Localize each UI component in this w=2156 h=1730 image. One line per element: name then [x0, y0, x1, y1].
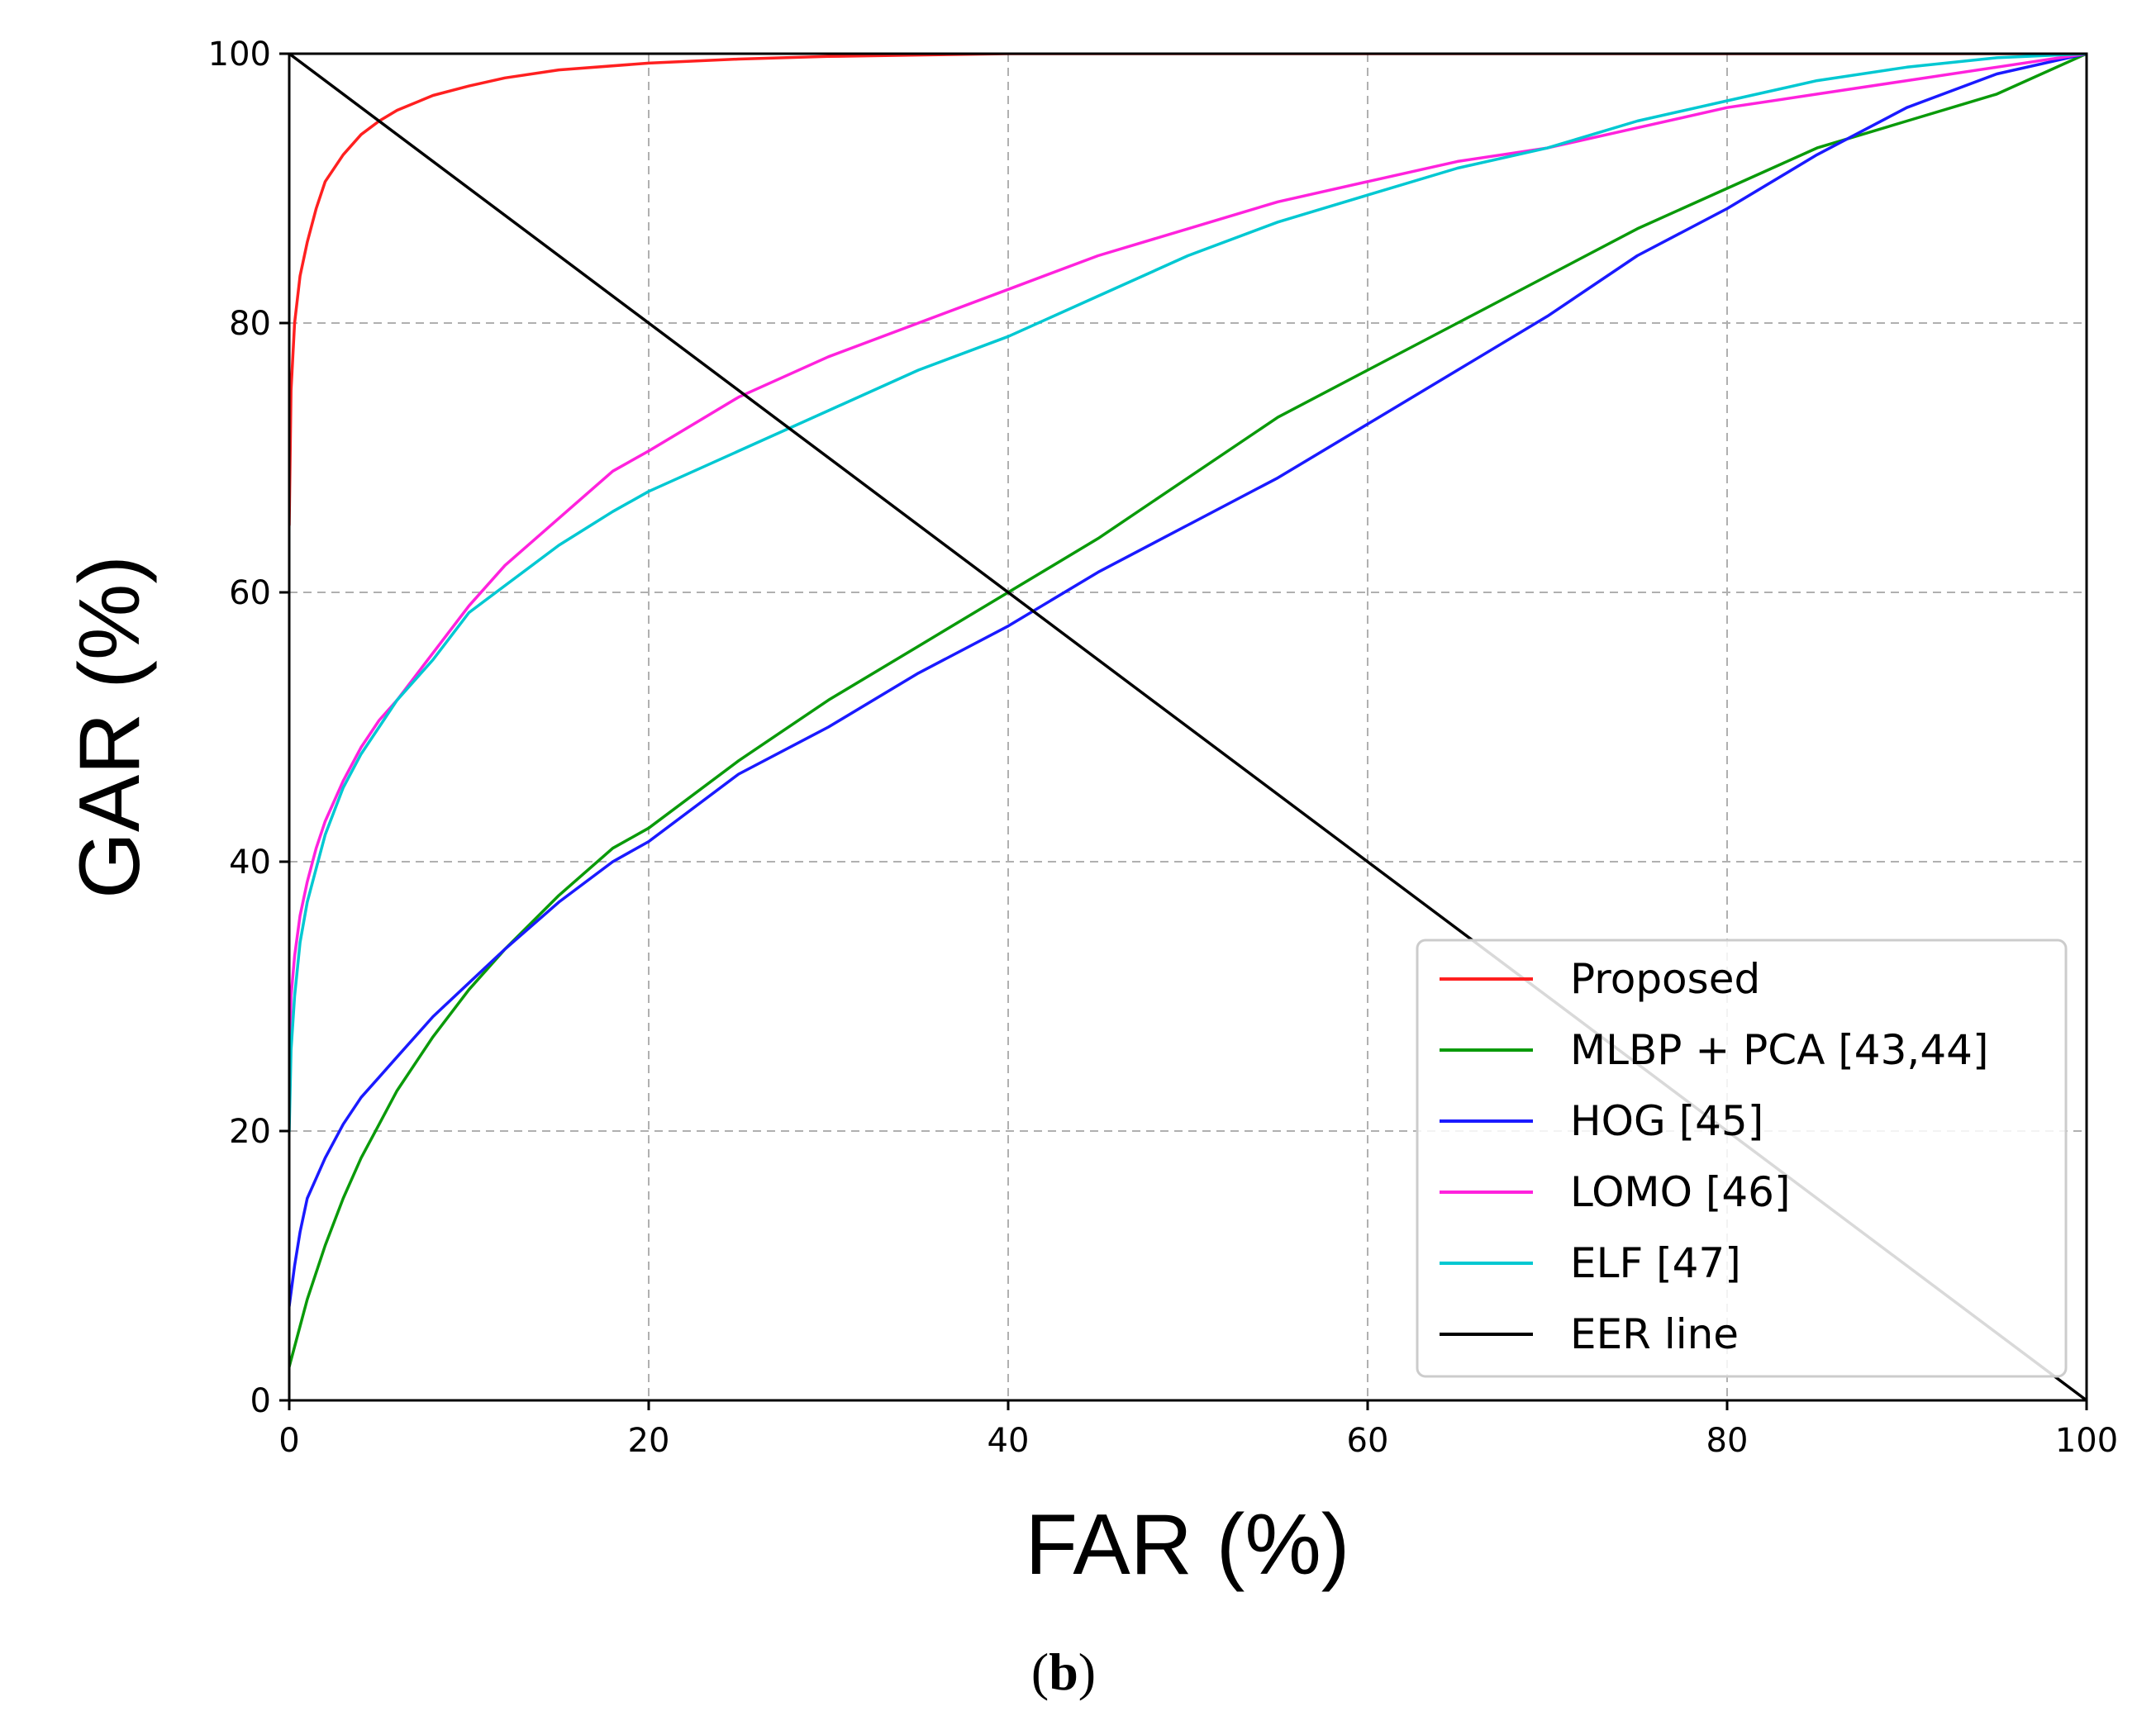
y-tick-label: 80	[229, 305, 271, 343]
series-line-elf-47	[289, 54, 2087, 1133]
figure-caption: (b)	[1031, 1642, 1096, 1701]
series-line-mlbp-pca-43-44	[289, 54, 2087, 1369]
y-axis-title: GAR (%)	[62, 555, 158, 899]
x-axis-title: FAR (%)	[1026, 1497, 1350, 1593]
legend-label-eer-line: EER line	[1570, 1310, 1739, 1358]
legend-label-mlbp-pca-43-44: MLBP + PCA [43,44]	[1570, 1026, 1988, 1074]
caption-close-paren: )	[1078, 1642, 1096, 1701]
series-line-lomo-46	[289, 54, 2087, 1066]
grid-lines	[289, 54, 2087, 1400]
legend-label-lomo-46: LOMO [46]	[1570, 1168, 1790, 1216]
x-tick-label: 80	[1706, 1422, 1749, 1460]
caption-open-paren: (	[1031, 1642, 1049, 1701]
axis-ticks: 0 20 40 60 80 100 0 20 40 60 80 100	[208, 36, 2119, 1460]
plot-frame	[288, 52, 2088, 1402]
y-tick-label: 100	[208, 36, 271, 74]
caption-letter: b	[1049, 1642, 1078, 1701]
series-line-proposed	[289, 54, 2087, 527]
series-line-hog-45	[289, 54, 2087, 1308]
y-tick-label: 0	[250, 1382, 271, 1420]
y-tick-label: 60	[229, 574, 271, 612]
y-tick-label: 40	[229, 844, 271, 882]
x-tick-label: 100	[2055, 1422, 2118, 1460]
legend-label-hog-45: HOG [45]	[1570, 1097, 1763, 1145]
legend-items: Proposed MLBP + PCA [43,44] HOG [45] LOMO […	[1440, 955, 1988, 1358]
legend-label-elf-47: ELF [47]	[1570, 1239, 1741, 1287]
x-tick-label: 60	[1347, 1422, 1389, 1460]
legend-box	[1416, 939, 2068, 1378]
x-tick-label: 40	[988, 1422, 1030, 1460]
x-tick-label: 20	[628, 1422, 670, 1460]
y-tick-label: 20	[229, 1113, 271, 1151]
x-tick-label: 0	[278, 1422, 299, 1460]
legend-label-proposed: Proposed	[1570, 955, 1760, 1003]
legend: Proposed MLBP + PCA [43,44] HOG [45] LOMO […	[1416, 939, 2068, 1378]
